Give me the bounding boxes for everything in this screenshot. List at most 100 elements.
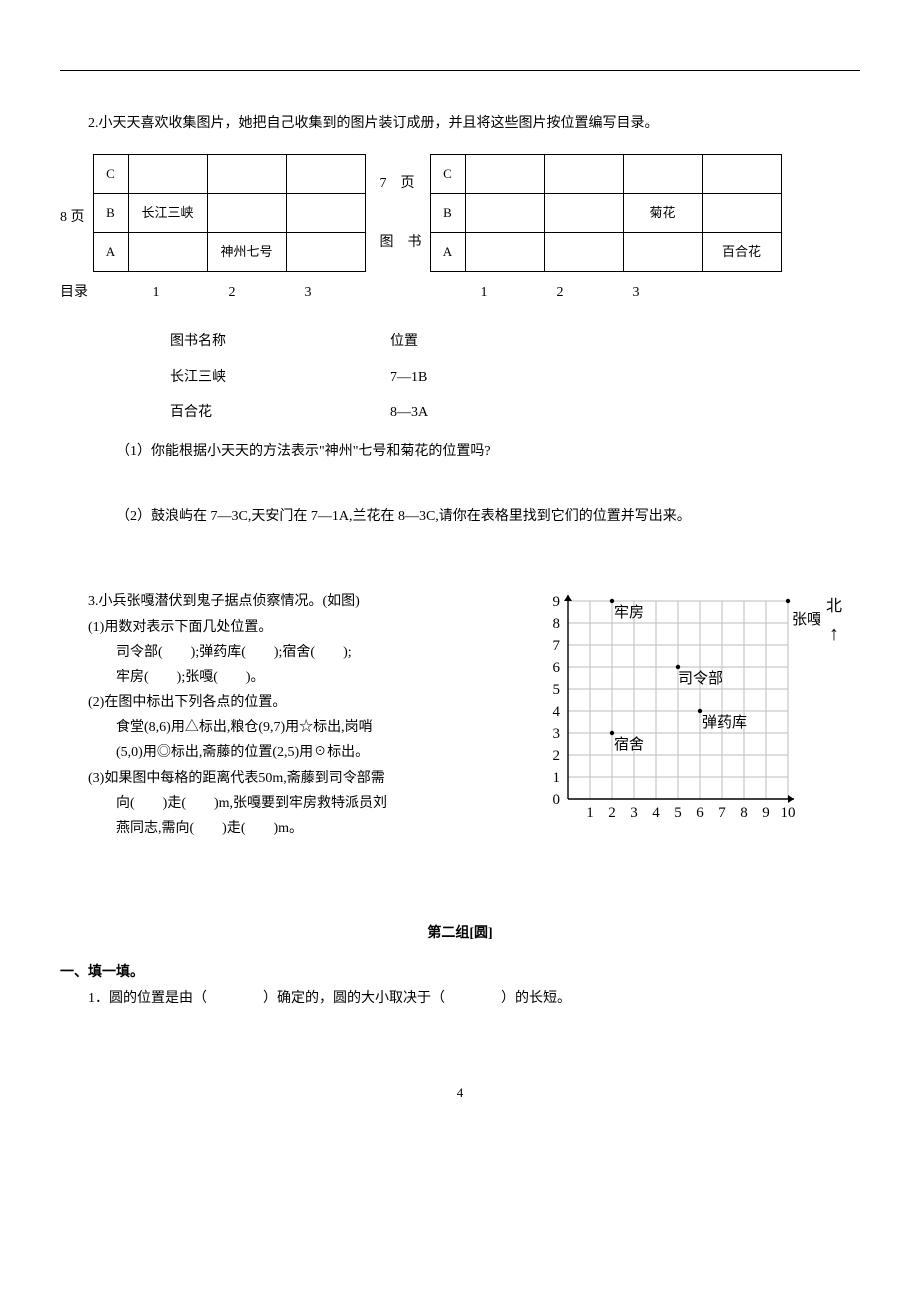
svg-text:6: 6 bbox=[696, 805, 704, 821]
q2-sub2: （2）鼓浪屿在 7—3C,天安门在 7—1A,兰花在 8—3C,请你在表格里找到… bbox=[116, 504, 860, 529]
q3-text: 3.小兵张嘎潜伏到鬼子据点侦察情况。(如图) (1)用数对表示下面几处位置。 司… bbox=[60, 589, 516, 841]
colnum: 3 bbox=[270, 280, 346, 305]
svg-text:牢房: 牢房 bbox=[614, 604, 644, 621]
q2-right-side-bottom: 图 书 bbox=[380, 230, 422, 255]
cell bbox=[128, 155, 207, 194]
cell bbox=[286, 233, 365, 272]
q3-l3: (3)如果图中每格的距离代表50m,斋藤到司令部需 bbox=[88, 766, 516, 791]
q2-prompt: 2.小天天喜欢收集图片，她把自己收集到的图片装订成册，并且将这些图片按位置编写目… bbox=[60, 111, 860, 136]
q2-left-under: 目录 bbox=[60, 280, 104, 305]
q2-right-side-top: 7 页 bbox=[380, 171, 422, 196]
q2-tables: 8 页 C B 长江三峡 A 神州七号 bbox=[60, 154, 860, 272]
q2-right-colnums: 1 2 3 bbox=[446, 280, 674, 305]
svg-text:7: 7 bbox=[718, 805, 726, 821]
cell bbox=[544, 194, 623, 233]
q2-left-grid-wrap: C B 长江三峡 A 神州七号 bbox=[93, 154, 366, 272]
north-indicator: 北 ↑ bbox=[826, 593, 842, 644]
q3-prompt: 3.小兵张嘎潜伏到鬼子据点侦察情况。(如图) bbox=[60, 589, 516, 614]
cell bbox=[286, 155, 365, 194]
q3-l3a: 向( )走( )m,张嘎要到牢房救特派员刘 bbox=[116, 791, 516, 816]
svg-text:3: 3 bbox=[630, 805, 638, 821]
q3-l1: (1)用数对表示下面几处位置。 bbox=[88, 615, 516, 640]
q2-right-side-label: 7 页 图 书 bbox=[380, 163, 422, 255]
q2-right-grid: C B 菊花 A 百合花 bbox=[430, 154, 782, 272]
q3-l2a: 食堂(8,6)用△标出,粮仓(9,7)用☆标出,岗哨 bbox=[116, 715, 516, 740]
colnum: 1 bbox=[118, 280, 194, 305]
page-number: 4 bbox=[60, 1081, 860, 1104]
svg-text:宿舍: 宿舍 bbox=[614, 736, 644, 753]
colnum: 1 bbox=[446, 280, 522, 305]
q3-chart: 012345678912345678910牢房司令部弹药库宿舍张嘎 bbox=[540, 589, 820, 825]
q3-l1a: 司令部( );弹药库( );宿舍( ); bbox=[116, 640, 516, 665]
q2-toc: 图书名称 位置 长江三峡 7—1B 百合花 8—3A bbox=[170, 329, 860, 425]
svg-text:2: 2 bbox=[608, 805, 616, 821]
cell bbox=[544, 233, 623, 272]
q3-l2b: (5,0)用◎标出,斋藤的位置(2,5)用☉标出。 bbox=[116, 740, 516, 765]
svg-text:8: 8 bbox=[740, 805, 748, 821]
q2-left-block: 8 页 C B 长江三峡 A 神州七号 bbox=[60, 154, 366, 272]
q2-left-side-label: 8 页 bbox=[60, 197, 85, 230]
cell bbox=[465, 233, 544, 272]
cell bbox=[623, 155, 702, 194]
cell bbox=[465, 155, 544, 194]
svg-text:张嘎: 张嘎 bbox=[792, 611, 820, 628]
cell-A2: 神州七号 bbox=[207, 233, 286, 272]
toc-r1a: 长江三峡 bbox=[170, 365, 390, 390]
cell-A4: 百合花 bbox=[702, 233, 781, 272]
q3-wrap: 3.小兵张嘎潜伏到鬼子据点侦察情况。(如图) (1)用数对表示下面几处位置。 司… bbox=[60, 589, 860, 841]
svg-text:4: 4 bbox=[553, 704, 561, 720]
toc-r2b: 8—3A bbox=[390, 400, 530, 425]
cell bbox=[702, 194, 781, 233]
svg-text:5: 5 bbox=[553, 682, 561, 698]
q2-sub1: （1）你能根据小天天的方法表示"神州"七号和菊花的位置吗? bbox=[116, 439, 860, 464]
q3-l3b: 燕同志,需向( )走( )m。 bbox=[116, 816, 516, 841]
cell bbox=[623, 233, 702, 272]
cell bbox=[207, 155, 286, 194]
q3-l1b: 牢房( );张嘎( )。 bbox=[116, 665, 516, 690]
svg-text:9: 9 bbox=[762, 805, 770, 821]
svg-text:7: 7 bbox=[553, 638, 561, 654]
cell bbox=[207, 194, 286, 233]
svg-text:4: 4 bbox=[652, 805, 660, 821]
north-arrow-icon: ↑ bbox=[829, 624, 839, 644]
colnum: 2 bbox=[194, 280, 270, 305]
svg-text:0: 0 bbox=[553, 792, 561, 808]
q3-l2: (2)在图中标出下列各点的位置。 bbox=[88, 690, 516, 715]
svg-text:2: 2 bbox=[553, 748, 561, 764]
colnum: 3 bbox=[598, 280, 674, 305]
q3-chart-wrap: 012345678912345678910牢房司令部弹药库宿舍张嘎 北 ↑ bbox=[540, 589, 860, 825]
toc-h1: 图书名称 bbox=[170, 329, 390, 354]
q2-right-row-B: B bbox=[430, 194, 465, 233]
svg-text:6: 6 bbox=[553, 660, 561, 676]
svg-text:弹药库: 弹药库 bbox=[702, 714, 747, 731]
svg-text:3: 3 bbox=[553, 726, 561, 742]
q2-right-row-C: C bbox=[430, 155, 465, 194]
svg-text:1: 1 bbox=[553, 770, 561, 786]
cell bbox=[465, 194, 544, 233]
section2-q1: 1．圆的位置是由（ ）确定的，圆的大小取决于（ ）的长短。 bbox=[60, 986, 860, 1011]
q2-left-grid: C B 长江三峡 A 神州七号 bbox=[93, 154, 366, 272]
q2-left-colnums: 1 2 3 bbox=[118, 280, 346, 305]
cell-B1: 长江三峡 bbox=[128, 194, 207, 233]
colnum: 2 bbox=[522, 280, 598, 305]
cell bbox=[128, 233, 207, 272]
q2-colnums-row: 目录 1 2 3 1 2 3 bbox=[60, 280, 860, 305]
section2-title: 第二组[圆] bbox=[60, 921, 860, 946]
toc-r1b: 7—1B bbox=[390, 365, 530, 390]
q2-left-row-B: B bbox=[93, 194, 128, 233]
top-rule bbox=[60, 70, 860, 71]
svg-text:9: 9 bbox=[553, 594, 561, 610]
q2-right-block: 7 页 图 书 C B 菊花 bbox=[380, 154, 782, 272]
svg-text:10: 10 bbox=[781, 805, 796, 821]
q2-right-row-A: A bbox=[430, 233, 465, 272]
toc-h2: 位置 bbox=[390, 329, 530, 354]
toc-r2a: 百合花 bbox=[170, 400, 390, 425]
north-label: 北 bbox=[826, 593, 842, 622]
q2-left-row-C: C bbox=[93, 155, 128, 194]
svg-text:司令部: 司令部 bbox=[678, 670, 723, 687]
svg-text:8: 8 bbox=[553, 616, 561, 632]
svg-text:1: 1 bbox=[586, 805, 594, 821]
svg-text:5: 5 bbox=[674, 805, 682, 821]
cell bbox=[286, 194, 365, 233]
cell bbox=[544, 155, 623, 194]
